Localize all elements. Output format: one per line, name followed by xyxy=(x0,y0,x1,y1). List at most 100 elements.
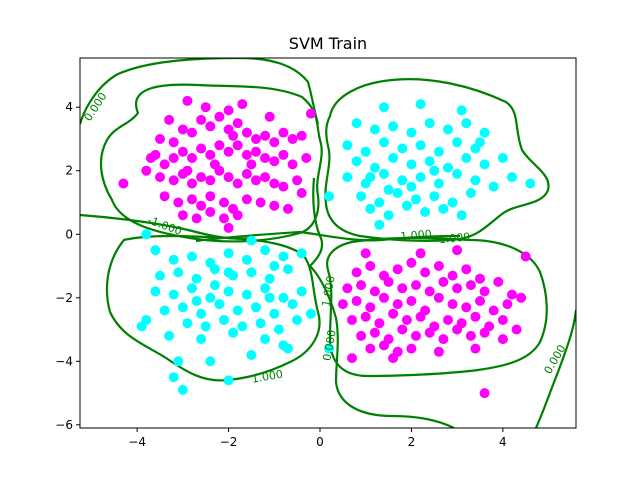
data-point-magenta xyxy=(241,194,252,205)
data-point-magenta xyxy=(283,203,293,214)
data-point-magenta xyxy=(438,276,449,287)
data-point-magenta xyxy=(301,153,312,163)
data-point-magenta xyxy=(475,273,485,284)
data-point-magenta xyxy=(205,207,216,217)
plot-frame xyxy=(79,57,577,429)
data-point-magenta xyxy=(209,159,220,170)
data-point-cyan xyxy=(246,350,257,360)
x-tick-label: 2 xyxy=(408,435,416,449)
data-point-magenta xyxy=(424,286,435,297)
data-point-magenta xyxy=(232,210,243,221)
data-point-magenta xyxy=(520,251,531,262)
data-point-magenta xyxy=(187,194,197,205)
data-point-magenta xyxy=(379,292,389,303)
data-point-cyan xyxy=(168,254,179,265)
data-point-magenta xyxy=(228,130,239,141)
data-point-cyan xyxy=(269,261,280,271)
data-point-cyan xyxy=(406,181,417,192)
data-point-cyan xyxy=(356,191,367,202)
data-point-magenta xyxy=(388,353,399,364)
data-point-cyan xyxy=(177,384,188,395)
data-point-magenta xyxy=(516,292,527,303)
data-point-cyan xyxy=(388,153,399,163)
data-point-magenta xyxy=(356,280,367,291)
data-point-cyan xyxy=(479,159,490,170)
data-point-cyan xyxy=(342,140,353,151)
data-point-magenta xyxy=(392,299,403,310)
data-point-cyan xyxy=(159,305,170,316)
data-point-magenta xyxy=(241,127,252,138)
data-point-magenta xyxy=(246,159,257,170)
data-point-cyan xyxy=(241,289,252,300)
data-point-magenta xyxy=(392,264,403,275)
data-point-magenta xyxy=(365,343,376,354)
data-point-magenta xyxy=(255,197,266,208)
contour-label: 1.000 xyxy=(251,368,284,386)
contour-outer-left xyxy=(80,213,253,240)
data-point-magenta xyxy=(379,340,389,351)
data-point-cyan xyxy=(324,343,335,354)
data-point-cyan xyxy=(470,175,481,186)
contour-upper-left xyxy=(99,83,323,243)
data-point-magenta xyxy=(342,283,353,294)
data-point-magenta xyxy=(296,130,307,141)
data-point-cyan xyxy=(447,197,458,208)
data-point-magenta xyxy=(214,111,225,122)
data-point-magenta xyxy=(447,270,458,281)
data-point-magenta xyxy=(177,210,188,221)
data-point-magenta xyxy=(219,197,229,208)
data-point-cyan xyxy=(475,137,485,148)
data-point-cyan xyxy=(223,267,234,278)
data-point-magenta xyxy=(164,114,175,125)
y-tick-label: 0 xyxy=(65,227,73,241)
data-point-cyan xyxy=(223,375,234,386)
data-point-cyan xyxy=(452,137,463,148)
data-point-cyan xyxy=(164,330,175,341)
data-point-cyan xyxy=(260,245,271,256)
data-point-cyan xyxy=(397,175,408,186)
data-point-cyan xyxy=(379,137,389,148)
data-point-magenta xyxy=(406,296,417,306)
data-point-cyan xyxy=(200,321,211,332)
y-tick-label: −6 xyxy=(55,418,73,432)
data-point-cyan xyxy=(296,286,307,297)
data-point-magenta xyxy=(401,315,412,325)
data-point-magenta xyxy=(406,343,417,354)
data-point-cyan xyxy=(351,156,362,167)
data-point-magenta xyxy=(173,197,184,208)
data-point-magenta xyxy=(433,346,444,357)
data-point-cyan xyxy=(260,334,271,345)
data-point-cyan xyxy=(232,305,243,316)
data-point-cyan xyxy=(342,172,353,183)
data-point-magenta xyxy=(251,175,261,186)
data-point-magenta xyxy=(365,261,376,271)
chart-title: SVM Train xyxy=(289,34,367,53)
data-point-magenta xyxy=(223,222,234,233)
data-point-magenta xyxy=(287,134,298,144)
data-point-magenta xyxy=(488,305,499,316)
data-point-magenta xyxy=(187,153,197,163)
data-point-cyan xyxy=(415,172,426,183)
data-point-magenta xyxy=(278,149,289,160)
data-point-magenta xyxy=(219,213,229,224)
data-point-magenta xyxy=(406,257,417,268)
data-point-cyan xyxy=(438,203,449,214)
data-point-cyan xyxy=(379,168,389,179)
data-point-magenta xyxy=(465,330,476,341)
data-point-magenta xyxy=(205,149,216,160)
data-point-magenta xyxy=(264,111,275,122)
data-point-cyan xyxy=(324,191,335,202)
data-point-magenta xyxy=(168,175,179,186)
data-point-magenta xyxy=(155,134,165,144)
data-point-cyan xyxy=(424,118,435,129)
x-tick-label: −2 xyxy=(220,435,238,449)
data-point-cyan xyxy=(452,168,463,179)
data-point-magenta xyxy=(214,140,225,151)
contour-label: 0.000 xyxy=(320,329,338,362)
data-point-cyan xyxy=(433,178,444,189)
contour-label: 1.000 xyxy=(319,275,337,308)
data-point-magenta xyxy=(415,248,426,259)
data-point-magenta xyxy=(420,267,431,278)
data-point-cyan xyxy=(305,308,316,319)
